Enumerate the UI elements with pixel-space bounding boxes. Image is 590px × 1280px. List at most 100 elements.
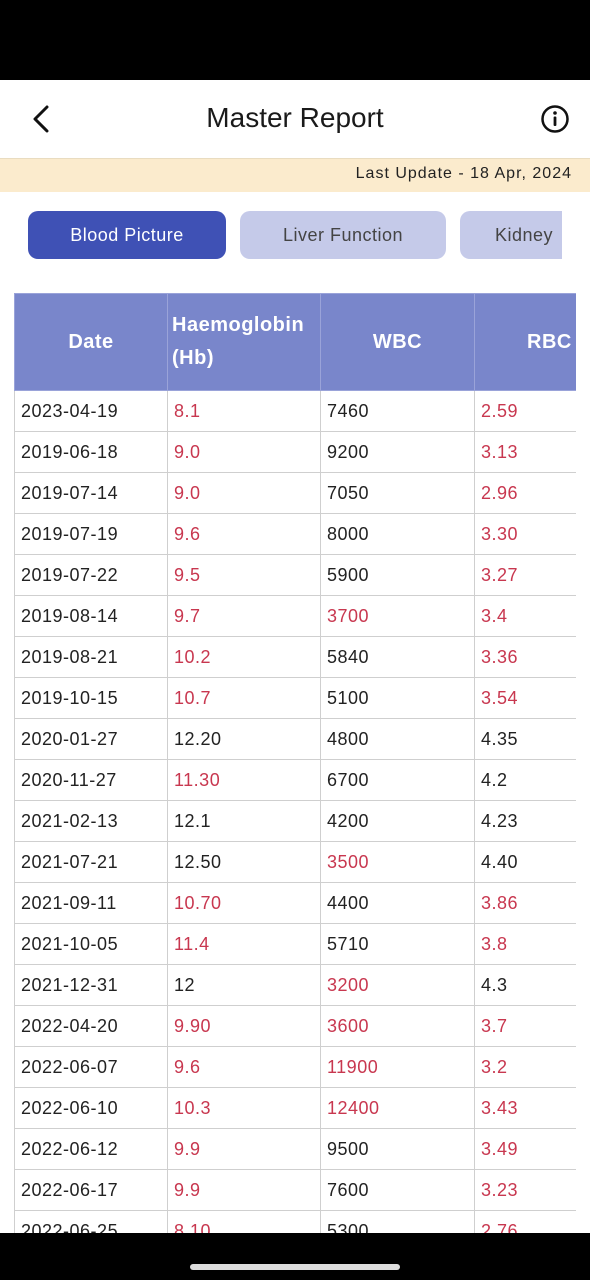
- cell-haemoglobin: 12.20: [167, 718, 321, 760]
- cell-haemoglobin: 12.50: [167, 841, 321, 883]
- cell-wbc: 5710: [320, 923, 475, 965]
- cell-haemoglobin: 9.6: [167, 1046, 321, 1088]
- cell-rbc: 3.8: [474, 923, 576, 965]
- cell-date: 2019-10-15: [14, 677, 168, 719]
- cell-wbc: 9500: [320, 1128, 475, 1170]
- table-row: 2019-07-14 9.0 7050 2.96: [14, 472, 576, 514]
- cell-wbc: 9200: [320, 431, 475, 473]
- cell-rbc: 3.27: [474, 554, 576, 596]
- app-header: Master Report: [0, 80, 590, 158]
- table-row: 2022-06-07 9.6 11900 3.2: [14, 1046, 576, 1088]
- cell-wbc: 3700: [320, 595, 475, 637]
- table-row: 2021-10-05 11.4 5710 3.8: [14, 923, 576, 965]
- info-button[interactable]: [540, 104, 570, 134]
- report-table-container[interactable]: Date Haemoglobin (Hb) WBC RBC 2023-04-19…: [14, 293, 576, 1233]
- tab-blood-picture[interactable]: Blood Picture: [28, 211, 226, 259]
- cell-wbc: 5100: [320, 677, 475, 719]
- table-row: 2019-06-18 9.0 9200 3.13: [14, 431, 576, 473]
- cell-rbc: 4.40: [474, 841, 576, 883]
- cell-haemoglobin: 9.90: [167, 1005, 321, 1047]
- cell-wbc: 7050: [320, 472, 475, 514]
- chevron-left-icon: [33, 105, 49, 133]
- cell-haemoglobin: 12.1: [167, 800, 321, 842]
- table-row: 2022-04-20 9.90 3600 3.7: [14, 1005, 576, 1047]
- table-row: 2019-10-15 10.7 5100 3.54: [14, 677, 576, 719]
- table-row: 2021-12-31 12 3200 4.3: [14, 964, 576, 1006]
- table-row: 2021-07-21 12.50 3500 4.40: [14, 841, 576, 883]
- cell-date: 2022-04-20: [14, 1005, 168, 1047]
- cell-date: 2022-06-07: [14, 1046, 168, 1088]
- table-row: 2023-04-19 8.1 7460 2.59: [14, 390, 576, 432]
- cell-date: 2021-10-05: [14, 923, 168, 965]
- cell-date: 2020-11-27: [14, 759, 168, 801]
- cell-date: 2022-06-25: [14, 1210, 168, 1233]
- cell-wbc: 3200: [320, 964, 475, 1006]
- home-indicator[interactable]: [190, 1264, 400, 1270]
- cell-wbc: 7460: [320, 390, 475, 432]
- cell-rbc: 3.86: [474, 882, 576, 924]
- table-row: 2019-08-14 9.7 3700 3.4: [14, 595, 576, 637]
- report-table: Date Haemoglobin (Hb) WBC RBC 2023-04-19…: [14, 293, 576, 1233]
- column-header-date: Date: [14, 293, 168, 391]
- last-update-bar: Last Update - 18 Apr, 2024: [0, 158, 590, 192]
- cell-rbc: 2.59: [474, 390, 576, 432]
- tab-label: Kidney: [495, 224, 554, 245]
- cell-date: 2023-04-19: [14, 390, 168, 432]
- cell-wbc: 5300: [320, 1210, 475, 1233]
- table-row: 2019-08-21 10.2 5840 3.36: [14, 636, 576, 678]
- cell-rbc: 3.43: [474, 1087, 576, 1129]
- info-icon: [541, 105, 569, 133]
- cell-date: 2019-08-14: [14, 595, 168, 637]
- table-row: 2019-07-22 9.5 5900 3.27: [14, 554, 576, 596]
- system-nav-bar: [0, 1233, 590, 1280]
- cell-date: 2019-07-19: [14, 513, 168, 555]
- cell-rbc: 3.30: [474, 513, 576, 555]
- cell-wbc: 3500: [320, 841, 475, 883]
- cell-haemoglobin: 10.70: [167, 882, 321, 924]
- cell-rbc: 3.4: [474, 595, 576, 637]
- table-row: 2019-07-19 9.6 8000 3.30: [14, 513, 576, 555]
- cell-wbc: 4400: [320, 882, 475, 924]
- cell-rbc: 4.2: [474, 759, 576, 801]
- cell-date: 2019-07-22: [14, 554, 168, 596]
- cell-wbc: 4200: [320, 800, 475, 842]
- cell-rbc: 2.96: [474, 472, 576, 514]
- table-row: 2021-02-13 12.1 4200 4.23: [14, 800, 576, 842]
- cell-date: 2019-08-21: [14, 636, 168, 678]
- cell-date: 2021-12-31: [14, 964, 168, 1006]
- cell-date: 2021-09-11: [14, 882, 168, 924]
- table-row: 2020-01-27 12.20 4800 4.35: [14, 718, 576, 760]
- cell-haemoglobin: 9.0: [167, 431, 321, 473]
- cell-haemoglobin: 11.30: [167, 759, 321, 801]
- tab-label: Liver Function: [282, 224, 404, 245]
- cell-wbc: 5840: [320, 636, 475, 678]
- table-row: 2020-11-27 11.30 6700 4.2: [14, 759, 576, 801]
- cell-date: 2021-07-21: [14, 841, 168, 883]
- cell-haemoglobin: 8.1: [167, 390, 321, 432]
- cell-haemoglobin: 12: [167, 964, 321, 1006]
- cell-date: 2022-06-17: [14, 1169, 168, 1211]
- cell-haemoglobin: 8.10: [167, 1210, 321, 1233]
- cell-haemoglobin: 9.6: [167, 513, 321, 555]
- status-bar: [0, 0, 590, 80]
- cell-rbc: 3.54: [474, 677, 576, 719]
- cell-wbc: 3600: [320, 1005, 475, 1047]
- cell-wbc: 6700: [320, 759, 475, 801]
- tab-kidney[interactable]: Kidney: [460, 211, 562, 259]
- table-row: 2022-06-17 9.9 7600 3.23: [14, 1169, 576, 1211]
- cell-wbc: 7600: [320, 1169, 475, 1211]
- tab-liver-function[interactable]: Liver Function: [240, 211, 446, 259]
- cell-date: 2020-01-27: [14, 718, 168, 760]
- cell-rbc: 3.13: [474, 431, 576, 473]
- cell-rbc: 4.35: [474, 718, 576, 760]
- column-header-rbc: RBC: [474, 293, 576, 391]
- cell-rbc: 3.49: [474, 1128, 576, 1170]
- cell-rbc: 3.36: [474, 636, 576, 678]
- cell-haemoglobin: 9.9: [167, 1128, 321, 1170]
- table-body: 2023-04-19 8.1 7460 2.59 2019-06-18 9.0 9200 3.…: [14, 390, 576, 1233]
- column-header-haemoglobin: Haemoglobin (Hb): [167, 293, 321, 391]
- page-title: Master Report: [206, 102, 384, 133]
- back-button[interactable]: [24, 100, 58, 138]
- cell-haemoglobin: 10.7: [167, 677, 321, 719]
- table-row: 2022-06-10 10.3 12400 3.43: [14, 1087, 576, 1129]
